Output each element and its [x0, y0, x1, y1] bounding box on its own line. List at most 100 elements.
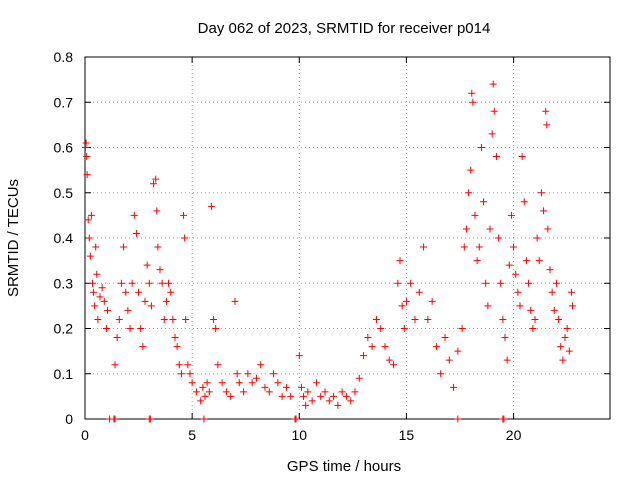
data-point	[516, 302, 524, 310]
data-point	[201, 392, 209, 400]
x-tick-label: 15	[399, 427, 415, 443]
data-point	[214, 361, 222, 369]
data-point	[390, 361, 398, 369]
data-point	[540, 207, 548, 215]
data-point	[92, 243, 100, 251]
data-point	[550, 306, 558, 314]
data-point	[302, 401, 310, 409]
y-tick-label: 0.6	[54, 140, 74, 156]
data-point	[83, 171, 91, 179]
data-point	[565, 347, 573, 355]
data-point	[146, 415, 154, 423]
y-tick-label: 0.7	[54, 94, 74, 110]
data-point	[270, 370, 278, 378]
data-point	[158, 279, 166, 287]
data-point	[162, 297, 170, 305]
data-point	[210, 315, 218, 323]
data-point	[233, 370, 241, 378]
data-point	[460, 243, 468, 251]
data-point	[398, 302, 406, 310]
data-point	[402, 297, 410, 305]
data-point	[420, 243, 428, 251]
data-point	[501, 334, 509, 342]
data-point	[171, 334, 179, 342]
data-point	[83, 153, 91, 161]
data-point	[188, 379, 196, 387]
data-point	[529, 325, 537, 332]
data-point	[469, 98, 477, 106]
data-point	[147, 302, 155, 310]
data-point	[265, 388, 273, 396]
data-point	[94, 315, 102, 323]
data-point	[437, 370, 445, 378]
data-point	[537, 189, 545, 197]
data-point	[396, 257, 404, 265]
data-point	[261, 383, 269, 391]
axis-ticks: 0 0.1 0.2 0.3 0.4 0.5 0.6 0.7 0.8 0 5 10 15 20	[54, 49, 610, 443]
data-point	[111, 415, 119, 423]
data-point	[205, 388, 213, 396]
data-point	[231, 297, 239, 305]
data-point	[351, 388, 359, 396]
data-point	[512, 270, 520, 278]
data-point	[244, 370, 252, 378]
data-point	[334, 401, 342, 409]
data-point	[84, 216, 92, 224]
data-point	[557, 343, 565, 351]
data-point	[432, 343, 440, 351]
data-point	[465, 189, 473, 197]
data-point	[222, 388, 230, 396]
data-point	[82, 139, 90, 147]
data-point	[394, 279, 402, 287]
data-point	[411, 315, 419, 323]
data-point	[167, 288, 175, 296]
data-point	[156, 266, 164, 274]
data-point	[278, 392, 286, 400]
data-point	[495, 234, 503, 242]
data-point	[86, 252, 94, 260]
data-point	[312, 379, 320, 387]
data-point	[475, 243, 483, 251]
data-point	[184, 361, 192, 369]
data-point	[117, 279, 125, 287]
data-point	[330, 392, 338, 400]
data-point	[141, 297, 149, 305]
chart-title: Day 062 of 2023, SRMTID for receiver p01…	[198, 20, 491, 37]
data-point	[104, 306, 111, 314]
data-point	[115, 315, 123, 323]
data-point	[126, 325, 134, 332]
data-point	[555, 315, 563, 323]
data-point	[441, 334, 449, 342]
grid-lines	[85, 57, 610, 419]
data-point	[492, 153, 500, 161]
data-point	[169, 315, 177, 323]
data-point	[308, 397, 316, 405]
data-point	[102, 325, 110, 332]
data-point	[488, 130, 496, 138]
x-tick-label: 20	[506, 427, 522, 443]
data-point	[559, 356, 567, 364]
data-point	[567, 288, 575, 296]
data-point	[207, 202, 215, 210]
data-point	[130, 211, 138, 219]
y-tick-label: 0.3	[54, 275, 74, 291]
data-point	[132, 229, 140, 237]
data-point	[186, 370, 194, 378]
data-point	[338, 388, 346, 396]
data-point	[153, 207, 161, 215]
y-tick-label: 0.8	[54, 49, 74, 65]
data-point	[124, 306, 132, 314]
data-point	[510, 243, 518, 251]
data-point	[304, 388, 312, 396]
data-point	[89, 279, 96, 287]
data-point	[200, 415, 208, 423]
data-point	[139, 343, 147, 351]
data-point	[248, 379, 256, 387]
data-point	[546, 266, 554, 274]
data-point	[535, 257, 543, 265]
data-point	[197, 397, 205, 405]
data-point	[499, 315, 507, 323]
data-point	[486, 225, 494, 233]
data-point	[355, 374, 363, 382]
